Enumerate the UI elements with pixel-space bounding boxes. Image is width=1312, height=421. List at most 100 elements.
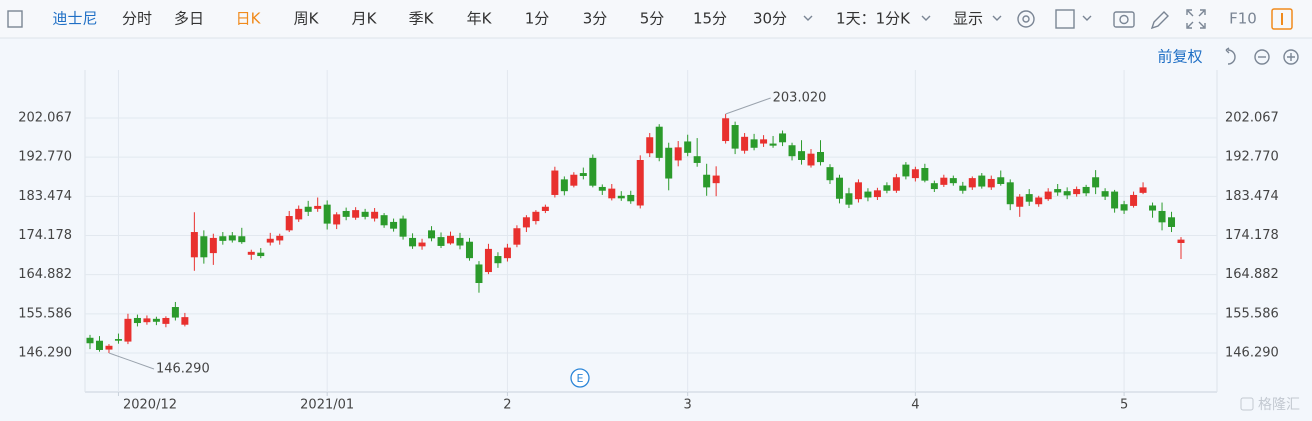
period-tab[interactable]: 季K <box>409 10 435 28</box>
candle-body <box>921 167 929 181</box>
period-tab[interactable]: 周K <box>294 10 320 28</box>
candle-body <box>788 145 796 157</box>
period-tab[interactable]: 多日 <box>174 10 204 28</box>
candle-body <box>238 236 246 243</box>
period-tab[interactable]: 3分 <box>583 10 608 28</box>
candle-body <box>1092 177 1100 188</box>
annotation-leader <box>725 97 771 115</box>
fullscreen-icon[interactable] <box>1186 9 1206 29</box>
y-tick-label-right: 155.586 <box>1225 306 1279 321</box>
candle-body <box>437 237 445 246</box>
zoom-out[interactable] <box>1254 49 1270 65</box>
y-tick-label: 164.882 <box>18 267 72 282</box>
candle-body <box>826 167 834 181</box>
display-menu[interactable]: 显示 <box>953 10 983 28</box>
sidebar-toggle[interactable] <box>7 10 23 28</box>
candle-body <box>760 139 768 144</box>
candle-body <box>409 237 417 247</box>
candle-body <box>475 264 483 284</box>
x-tick-label: 4 <box>911 398 919 413</box>
candle-body <box>987 178 995 188</box>
candle-body <box>722 118 730 142</box>
candle-body <box>266 238 274 243</box>
candle-body <box>570 174 578 186</box>
candle-body <box>750 139 758 148</box>
candle-body <box>503 247 511 259</box>
f10-button[interactable]: F10 <box>1229 10 1257 28</box>
candle-body <box>636 159 644 206</box>
candle-body <box>665 147 673 179</box>
pencil-icon[interactable] <box>1150 11 1169 30</box>
candle-body <box>940 177 948 185</box>
candle-body <box>380 215 388 226</box>
candle-body <box>1139 187 1147 193</box>
candle-body <box>418 242 426 247</box>
candle-body <box>162 317 170 324</box>
candle-body <box>314 205 322 209</box>
interval-select[interactable]: 1天：1分K <box>836 10 911 28</box>
candle-body <box>295 208 303 220</box>
candle-body <box>674 147 682 161</box>
x-tick-label: 2021/01 <box>300 398 354 413</box>
y-tick-label-right: 146.290 <box>1225 345 1279 360</box>
candle-body <box>816 151 824 163</box>
settings-icon[interactable] <box>1017 10 1035 28</box>
candle-body <box>551 170 559 195</box>
y-tick-label-right: 164.882 <box>1225 267 1279 282</box>
y-tick-label: 202.067 <box>18 110 72 125</box>
candle-body <box>1054 189 1062 193</box>
period-tab[interactable]: 5分 <box>640 10 665 28</box>
stock-name[interactable]: 迪士尼 <box>52 10 97 28</box>
candle-body <box>854 182 862 200</box>
candle-body <box>779 133 787 143</box>
candle-body <box>1158 210 1166 223</box>
period-tab[interactable]: 30分 <box>753 10 787 28</box>
candle-body <box>712 175 720 184</box>
candle-body <box>1149 205 1157 211</box>
period-tab[interactable]: 1分 <box>525 10 550 28</box>
panel-toggle[interactable] <box>1271 8 1293 30</box>
checkbox-icon[interactable] <box>1055 9 1075 29</box>
candle-body <box>371 211 379 219</box>
candle-body <box>1130 194 1138 206</box>
zoom-in-plus <box>1287 53 1295 61</box>
candle-body <box>978 175 986 187</box>
candle-body <box>902 164 910 177</box>
x-tick-label: 3 <box>684 398 692 413</box>
period-tab[interactable]: 月K <box>352 10 378 28</box>
candle-body <box>589 157 597 186</box>
candle-body <box>114 339 122 341</box>
reset-icon[interactable] <box>1225 47 1236 65</box>
event-marker[interactable] <box>570 368 590 388</box>
period-tab[interactable]: 年K <box>467 10 493 28</box>
candle-body <box>864 191 872 198</box>
candle-body <box>219 236 227 241</box>
candle-body <box>579 173 587 176</box>
candle-body <box>428 230 436 239</box>
candle-body <box>845 193 853 205</box>
period-tab[interactable]: 15分 <box>693 10 727 28</box>
candle-body <box>835 177 843 199</box>
candle-body <box>731 125 739 149</box>
candle-body <box>95 340 103 350</box>
candle-body <box>646 137 654 154</box>
period-tab[interactable]: 日K <box>236 10 262 28</box>
event-marker-label[interactable]: E <box>577 372 584 385</box>
candle-body <box>655 126 663 158</box>
candle-body <box>930 183 938 190</box>
camera-icon[interactable] <box>1113 11 1135 28</box>
candle-body <box>285 216 293 231</box>
candle-body <box>333 214 341 225</box>
candle-body <box>703 174 711 188</box>
y-tick-label: 174.178 <box>18 228 72 243</box>
adjust-button[interactable]: 前复权 <box>1157 48 1202 66</box>
candle-body <box>513 228 521 245</box>
candle-body <box>1177 239 1185 243</box>
candle-body <box>323 204 331 224</box>
candle-body <box>447 235 455 244</box>
candle-body <box>532 211 540 222</box>
candle-body <box>484 248 492 273</box>
y-tick-label-right: 174.178 <box>1225 228 1279 243</box>
period-tab[interactable]: 分时 <box>122 10 152 28</box>
zoom-in[interactable] <box>1283 49 1299 65</box>
